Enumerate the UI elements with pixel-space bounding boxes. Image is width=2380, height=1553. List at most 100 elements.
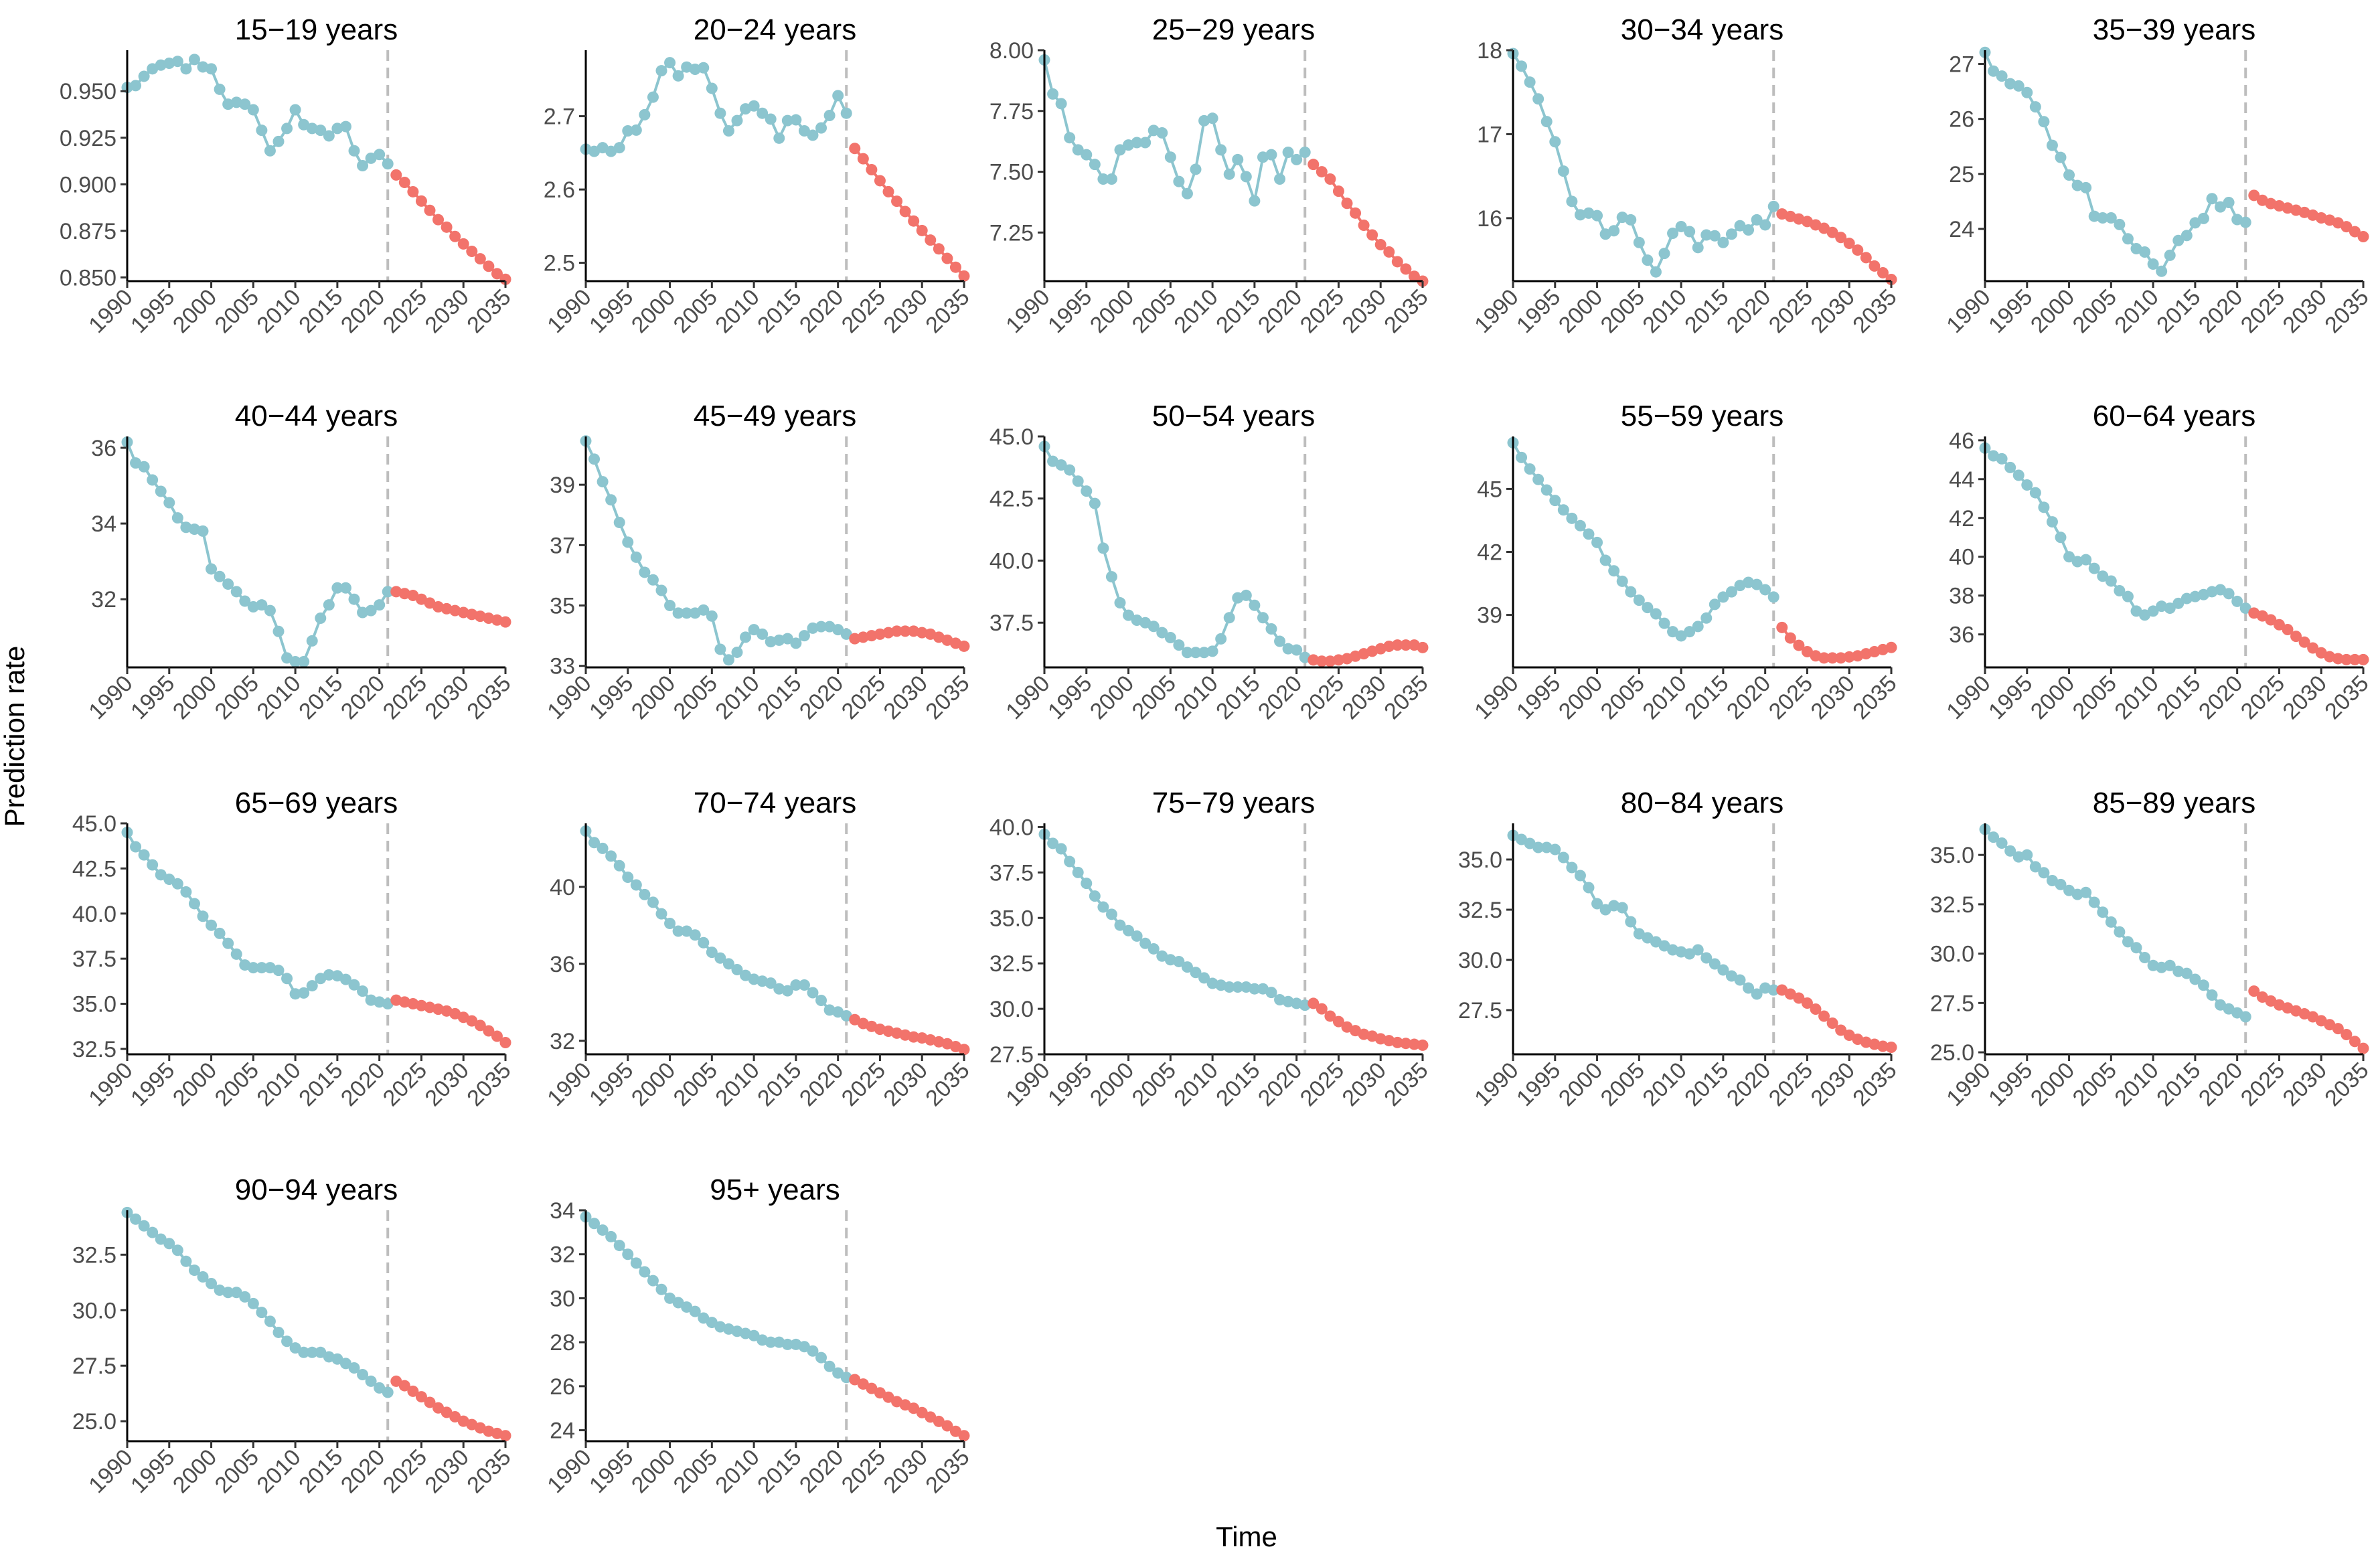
observed-point [2239,216,2251,228]
observed-point [382,158,394,170]
observed-point [765,113,777,125]
y-tick-label: 30.0 [1930,942,1974,967]
observed-point [2046,139,2058,151]
panel-title: 30−34 years [1621,13,1783,46]
predicted-point [857,631,869,643]
predicted-point [1793,992,1805,1004]
observed-point [1591,536,1603,548]
observed-point [264,1315,276,1327]
y-tick-label: 0.850 [60,265,116,291]
observed-point [2021,86,2033,98]
predicted-point [949,261,961,273]
observed-point [1249,195,1261,207]
y-tick-label: 24 [550,1418,575,1444]
predicted-point [891,625,903,637]
predicted-point [432,1402,445,1414]
y-tick-label: 28 [550,1330,575,1356]
predicted-point [1885,641,1897,653]
observed-point [807,987,819,999]
observed-point [781,1338,793,1350]
predicted-point [499,616,511,628]
observed-point [2097,212,2109,224]
panel-17: 95+ years2426283032341990199520002005201… [542,1173,974,1498]
observed-point [306,980,318,992]
panel-title: 90−94 years [235,1173,398,1206]
y-axis-title: Prediction rate [0,646,30,827]
observed-point [382,1386,394,1398]
observed-point [222,1287,234,1299]
observed-point [1633,594,1645,606]
observed-point [1240,589,1252,601]
predicted-point [1332,1015,1344,1028]
observed-point [647,574,659,586]
predicted-point [2273,619,2285,631]
predicted-point [866,1382,878,1394]
observed-point [374,149,386,161]
observed-point [1131,930,1143,942]
predicted-point [866,164,878,176]
predicted-point [1350,207,1362,219]
observed-point [807,1345,819,1357]
predicted-point [933,1415,945,1427]
observed-point [1072,144,1084,156]
predicted-point [849,633,861,645]
observed-point [2080,181,2092,193]
observed-point [2215,201,2227,213]
observed-point [798,1341,810,1353]
observed-point [588,1218,601,1230]
observed-point [163,497,175,509]
observed-point [1591,210,1603,222]
predicted-point [474,1019,486,1032]
observed-point [1767,591,1779,603]
observed-point [2114,584,2126,596]
observed-point [731,114,743,127]
y-tick-label: 7.25 [989,220,1034,246]
observed-point [230,1287,242,1299]
observed-point [689,1305,701,1317]
y-tick-label: 26 [1949,107,1974,133]
y-tick-label: 2.5 [544,251,575,276]
observed-point [622,872,634,883]
observed-point [2122,233,2134,245]
observed-point [2055,532,2067,544]
predicted-point [2248,985,2260,997]
observed-point [1089,890,1101,902]
observed-point [1692,242,1704,254]
predicted-point [1332,654,1344,666]
observed-point [781,985,793,997]
observed-point [815,1352,827,1364]
observed-point [689,63,701,75]
observed-point [1557,504,1569,516]
observed-point [1181,961,1193,973]
observed-point [281,973,293,985]
observed-point [188,898,200,910]
predicted-point [1877,1040,1889,1052]
y-tick-label: 46 [1949,428,1974,454]
predicted-point [2248,189,2260,201]
y-tick-label: 32.5 [1930,892,1974,918]
observed-point [1164,631,1176,643]
observed-point [382,586,394,598]
predicted-point [925,234,937,246]
observed-point [1700,952,1713,964]
observed-point [171,512,183,524]
observed-point [256,125,268,137]
y-tick-label: 39 [550,473,575,498]
observed-point [1516,451,1528,463]
observed-point [2122,590,2134,602]
predicted-point [441,221,453,233]
observed-point [1232,153,1244,165]
observed-point [1751,578,1763,590]
predicted-point [874,1387,886,1399]
y-tick-label: 32.5 [72,1037,116,1062]
observed-point [222,578,234,590]
predicted-point [1826,1017,1838,1029]
observed-point [1081,878,1093,890]
observed-point [1291,644,1303,656]
observed-point [2164,249,2176,261]
observed-point [1616,902,1628,914]
observed-point [613,860,625,872]
observed-point [256,1307,268,1319]
observed-point [630,551,642,563]
predicted-point [849,143,861,155]
